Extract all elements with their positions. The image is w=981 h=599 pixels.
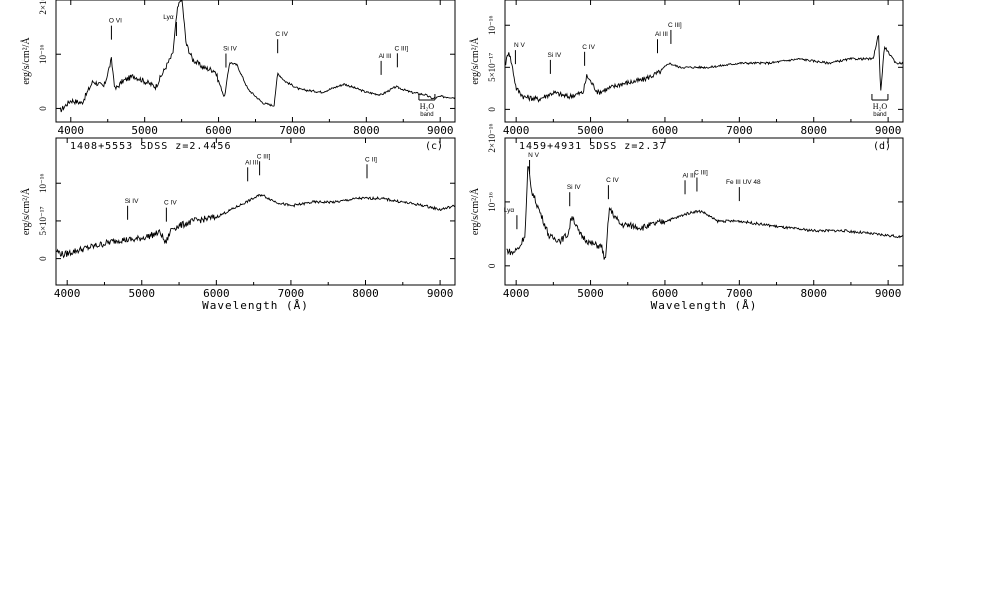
y-tick-label: 0 (38, 256, 48, 261)
y-tick-label: 10⁻¹⁶ (487, 15, 497, 35)
annotation-label: N V (528, 152, 540, 159)
panel-label: (d) (873, 141, 891, 152)
annotation-label: Lyα (163, 14, 174, 21)
annotation-label: N V (514, 42, 526, 49)
x-tick-label: 6000 (652, 287, 679, 300)
x-tick-label: 6000 (652, 124, 679, 137)
x-tick-label: 5000 (577, 124, 604, 137)
annotation-label: H₂O (873, 102, 888, 111)
annotation-sublabel: band (873, 112, 886, 118)
x-tick-label: 5000 (131, 124, 158, 137)
annotation-sublabel: band (420, 112, 433, 118)
x-tick-label: 8000 (800, 124, 827, 137)
plot-frame (55, 137, 456, 286)
panel-title: 1408+5553 SDSS z=2.4456 (70, 141, 231, 152)
annotation-label: C IV (582, 44, 595, 51)
x-tick-label: 9000 (875, 124, 902, 137)
annotation-label: C III] (694, 170, 708, 177)
x-tick-label: 7000 (279, 124, 306, 137)
x-tick-label: 9000 (875, 287, 902, 300)
x-axis-label: Wavelength (Å) (651, 299, 758, 312)
y-tick-label: 10⁻¹⁶ (38, 44, 48, 64)
y-tick-label: 10⁻¹⁶ (38, 173, 48, 193)
x-tick-label: 5000 (577, 287, 604, 300)
y-axis-label: erg/s/cm²/Å (469, 37, 481, 85)
plot-frame (504, 137, 904, 286)
x-tick-label: 4000 (503, 287, 530, 300)
y-tick-label: 5×10⁻¹⁷ (38, 206, 48, 235)
x-tick-label: 4000 (54, 287, 81, 300)
spectrum-panel-1: 4000 5000 6000 7000 8000 9000 0 10⁻¹⁶ 2×10⁻¹⁶ erg… (20, 0, 456, 137)
y-axis-label: erg/s/cm²/Å (469, 187, 481, 235)
x-tick-label: 9000 (427, 287, 454, 300)
annotation-label: C IV (606, 177, 619, 184)
spectrum-line (505, 34, 904, 103)
annotation-label: C II] (365, 156, 377, 163)
y-tick-label: 0 (487, 263, 497, 268)
annotation-label: O VI (109, 18, 122, 25)
y-tick-label: 2×10⁻¹⁶ (38, 0, 48, 15)
spectrum-panel-2: 4000 5000 6000 7000 8000 9000 0 5×10⁻¹⁷ 10⁻¹⁶ erg… (469, 0, 904, 137)
x-tick-label: 6000 (205, 124, 232, 137)
x-axis-label: Wavelength (Å) (202, 299, 309, 312)
y-tick-label: 0 (487, 107, 497, 112)
x-tick-label: 8000 (352, 287, 379, 300)
x-tick-label: 7000 (726, 287, 753, 300)
panel-title: 1459+4931 SDSS z=2.37 (519, 141, 666, 152)
x-tick-label: 4000 (58, 124, 85, 137)
x-tick-label: 5000 (129, 287, 156, 300)
annotation-label: C IV (275, 31, 288, 38)
x-tick-label: 7000 (278, 287, 305, 300)
annotation-label: Si IV (548, 52, 562, 59)
x-tick-label: 6000 (203, 287, 230, 300)
panel-label: (c) (425, 141, 443, 152)
x-tick-label: 9000 (427, 124, 454, 137)
annotation-label: Si IV (125, 198, 139, 205)
x-tick-label: 8000 (353, 124, 380, 137)
y-tick-label: 0 (38, 106, 48, 111)
annotation-label: C III] (394, 45, 408, 52)
annotation-label: Si IV (223, 46, 237, 53)
spectrum-panel-3: 4000 5000 6000 7000 8000 9000 0 5×10⁻¹⁷ 10⁻¹⁶ erg… (20, 137, 456, 312)
y-tick-label: 10⁻¹⁶ (487, 192, 497, 212)
annotation-label: H₂O (420, 102, 435, 111)
spectrum-line (506, 166, 904, 260)
annotation-label: Al III (655, 31, 668, 38)
x-tick-label: 4000 (503, 124, 530, 137)
y-tick-label: 2×10⁻¹⁶ (487, 123, 497, 152)
annotation-label: C III] (257, 153, 271, 160)
y-axis-label: erg/s/cm²/Å (20, 187, 32, 235)
annotation-label: Fe III UV 48 (726, 179, 761, 186)
annotation-label: Al III (683, 172, 696, 179)
spectrum-line (59, 0, 456, 113)
annotation-label: Lyα (504, 207, 515, 214)
x-tick-label: 8000 (800, 287, 827, 300)
annotation-label: C III] (668, 22, 682, 29)
annotation-label: Al III (245, 159, 258, 166)
y-tick-label: 5×10⁻¹⁷ (487, 53, 497, 82)
y-axis-label: erg/s/cm²/Å (20, 37, 32, 85)
spectrum-panel-4: 4000 5000 6000 7000 8000 9000 0 10⁻¹⁶ 2×10⁻¹⁶ erg… (469, 123, 904, 312)
plot-frame (504, 0, 904, 123)
annotation-label: Si IV (567, 184, 581, 191)
annotation-label: Al III (379, 53, 392, 60)
x-tick-label: 7000 (726, 124, 753, 137)
annotation-label: C IV (164, 200, 177, 207)
spectrum-line (56, 193, 456, 259)
